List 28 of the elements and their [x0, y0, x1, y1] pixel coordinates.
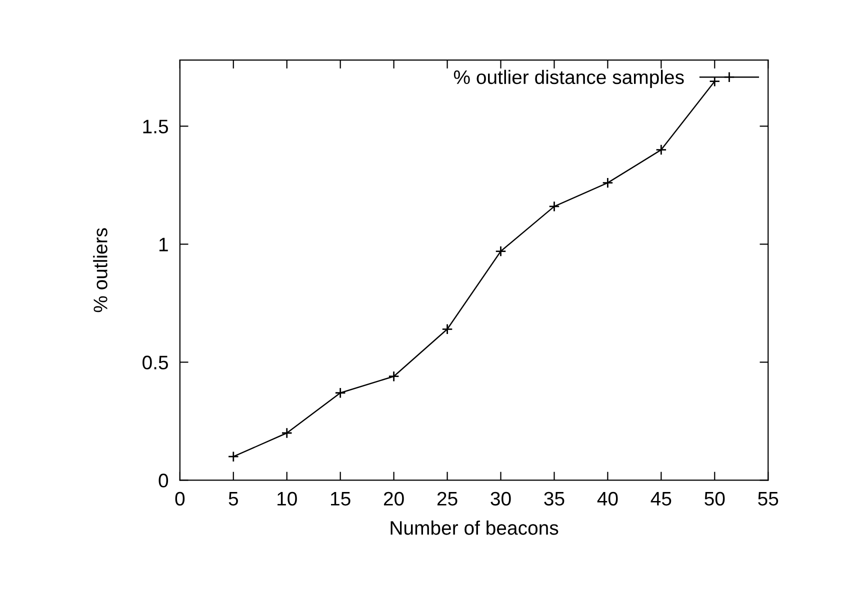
x-tick-label: 30	[490, 492, 511, 506]
x-tick-label: 40	[597, 492, 618, 506]
y-tick-label: 1	[159, 238, 168, 252]
point	[334, 387, 346, 398]
x-tick-label: 0	[175, 492, 185, 506]
point	[228, 451, 239, 462]
point	[602, 177, 614, 188]
y-axis-title: % outliers	[93, 228, 108, 312]
x-tick-label: 25	[437, 492, 458, 506]
legend-label: % outlier distance samples	[454, 70, 684, 88]
x-tick-label: 5	[228, 492, 238, 506]
point	[388, 370, 400, 382]
point	[548, 200, 560, 212]
x-tick-label: 15	[331, 492, 350, 506]
point	[656, 144, 667, 156]
x-tick-label: 50	[704, 492, 725, 506]
y-tick-label: 1.5	[143, 120, 168, 134]
y-tick-label: 0.5	[142, 356, 168, 370]
x-tick-label: 35	[544, 492, 564, 506]
x-axis-title: Number of beacons	[390, 520, 558, 535]
x-tick-label: 55	[758, 492, 778, 506]
point	[495, 246, 506, 257]
point	[442, 324, 453, 335]
x-tick-label: 10	[278, 492, 297, 506]
point	[281, 427, 292, 439]
x-tick-label: 45	[650, 492, 672, 506]
x-tick-label: 20	[384, 492, 404, 506]
y-tick-label: 0	[158, 474, 168, 488]
